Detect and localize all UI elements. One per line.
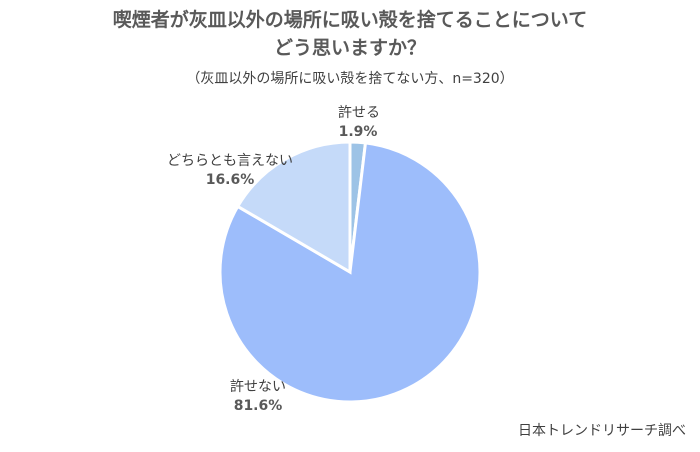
- slice-label-yuruseru: 許せる 1.9%: [338, 104, 380, 142]
- pie-slice-dochiratomo: [235, 140, 352, 275]
- slice-label-yurusenai: 許せない 81.6%: [226, 378, 290, 416]
- slice-value-yurusenai: 81.6%: [233, 398, 283, 414]
- chart-subtitle: （灰皿以外の場所に吸い殻を捨てない方、n=320）: [186, 71, 514, 87]
- slice-category-yurusenai: 許せない: [230, 379, 286, 395]
- slice-label-dochiratomo: どちらとも言えない 16.6%: [164, 152, 296, 190]
- slice-category-dochiratomo: どちらとも言えない: [167, 153, 293, 169]
- slice-value-dochiratomo: 16.6%: [205, 172, 255, 188]
- chart-title-line-2: どう思いますか？: [273, 37, 426, 59]
- slice-category-yuruseru: 許せる: [338, 105, 380, 121]
- slice-value-yuruseru: 1.9%: [338, 124, 378, 140]
- source-credit: 日本トレンドリサーチ調べ: [518, 423, 686, 439]
- chart-title-line-1: 喫煙者が灰皿以外の場所に吸い殻を捨てることについて: [112, 9, 588, 31]
